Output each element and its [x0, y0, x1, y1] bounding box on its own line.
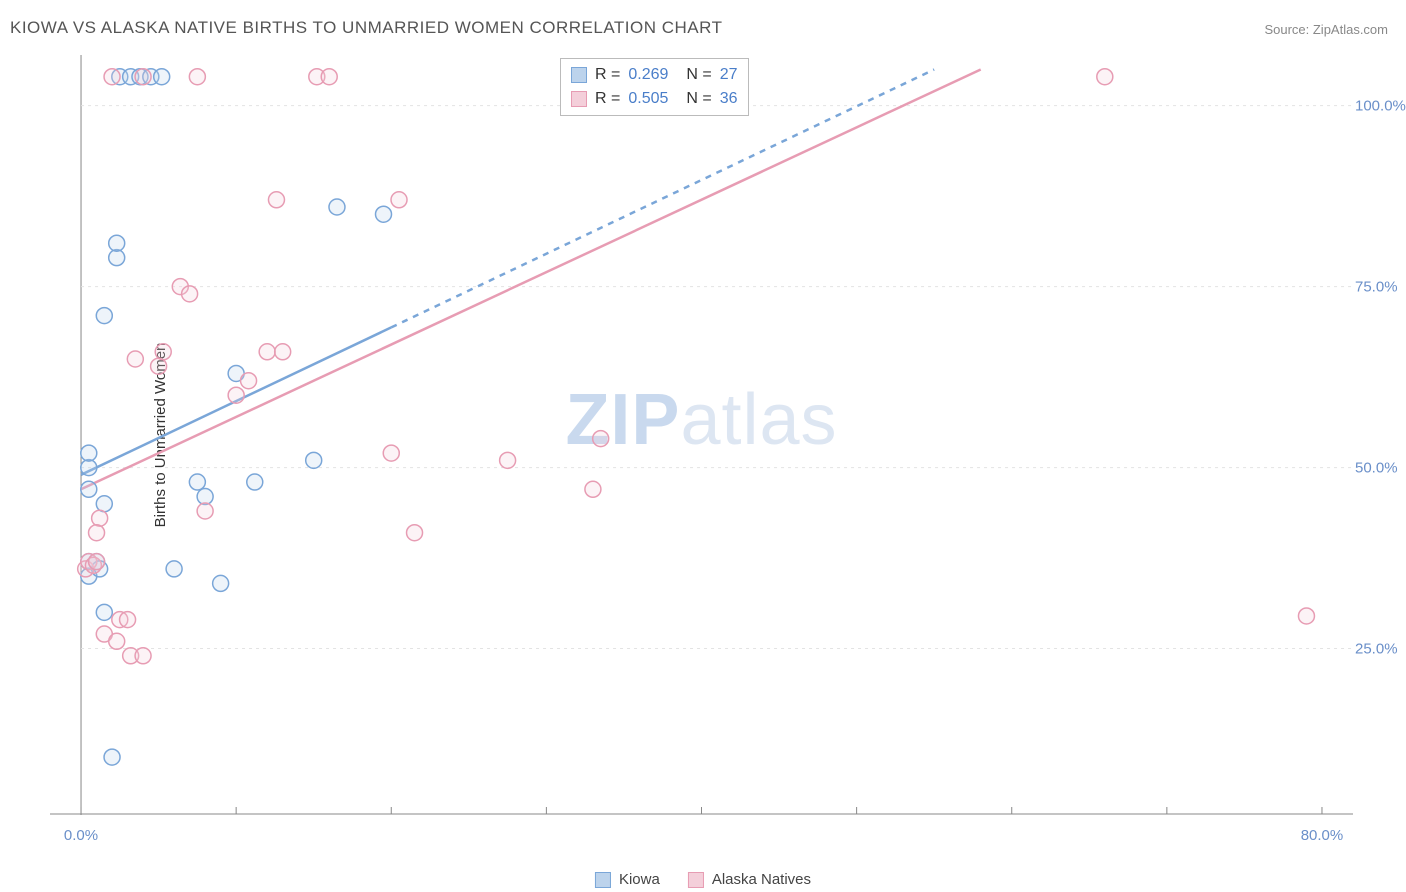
stats-n-label-kiowa: N = — [686, 63, 711, 87]
stats-r-value-kiowa: 0.269 — [628, 63, 668, 87]
chart-container: KIOWA VS ALASKA NATIVE BIRTHS TO UNMARRI… — [0, 0, 1406, 892]
legend-item-alaska: Alaska Natives — [688, 871, 811, 888]
stats-n-value-alaska: 36 — [720, 87, 738, 111]
source-prefix: Source: — [1264, 22, 1312, 37]
x-tick-label-0: 0.0% — [64, 827, 98, 844]
y-tick-label-25: 25.0% — [1355, 640, 1406, 657]
legend-label-kiowa: Kiowa — [619, 871, 660, 888]
y-tick-label-100: 100.0% — [1355, 97, 1406, 114]
stats-n-value-kiowa: 27 — [720, 63, 738, 87]
stats-r-value-alaska: 0.505 — [628, 87, 668, 111]
legend-label-alaska: Alaska Natives — [712, 871, 811, 888]
stats-swatch-kiowa — [571, 67, 587, 83]
legend-item-kiowa: Kiowa — [595, 871, 660, 888]
chart-title: KIOWA VS ALASKA NATIVE BIRTHS TO UNMARRI… — [10, 18, 723, 38]
legend-swatch-alaska — [688, 872, 704, 888]
legend-swatch-kiowa — [595, 872, 611, 888]
y-tick-label-75: 75.0% — [1355, 278, 1406, 295]
stats-r-label-kiowa: R = — [595, 63, 620, 87]
correlation-stats-box: R = 0.269 N = 27 R = 0.505 N = 36 — [560, 58, 749, 116]
source-attribution: Source: ZipAtlas.com — [1264, 22, 1388, 37]
plot-svg — [50, 55, 1353, 815]
stats-swatch-alaska — [571, 91, 587, 107]
legend-bottom: Kiowa Alaska Natives — [595, 871, 811, 888]
stats-n-label-alaska: N = — [686, 87, 711, 111]
stats-r-label-alaska: R = — [595, 87, 620, 111]
stats-row-alaska: R = 0.505 N = 36 — [571, 87, 738, 111]
stats-row-kiowa: R = 0.269 N = 27 — [571, 63, 738, 87]
source-name: ZipAtlas.com — [1313, 22, 1388, 37]
plot-area: Births to Unmarried Women ZIPatlas 100.0… — [50, 55, 1353, 815]
x-tick-label-80: 80.0% — [1301, 827, 1344, 844]
y-tick-label-50: 50.0% — [1355, 459, 1406, 476]
